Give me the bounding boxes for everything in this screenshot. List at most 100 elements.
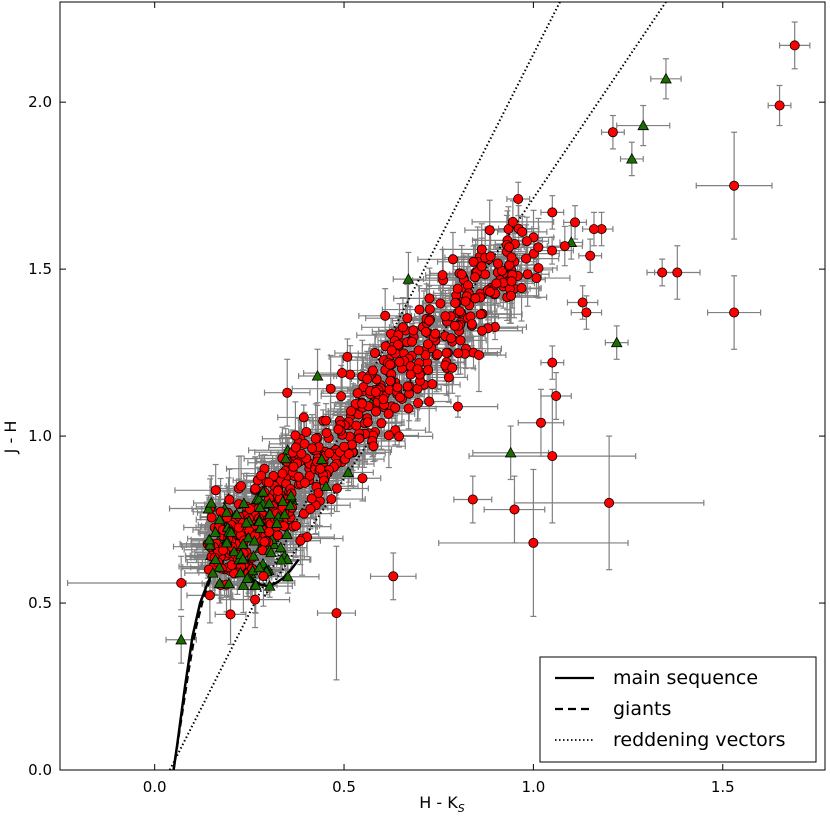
data-point-circle: [406, 336, 417, 347]
data-point-circle: [380, 310, 391, 321]
data-point-circle: [430, 328, 441, 339]
data-point-triangle: [175, 633, 188, 645]
data-point-circle: [424, 304, 435, 315]
data-point-circle: [446, 333, 457, 344]
data-point-triangle: [237, 553, 249, 564]
data-point-triangle: [234, 566, 247, 578]
data-point-circle: [362, 417, 373, 428]
data-point-triangle: [203, 533, 216, 545]
data-point-triangle: [247, 550, 260, 561]
data-point-circle: [533, 242, 544, 253]
data-point-circle: [301, 426, 312, 437]
data-point-circle: [477, 325, 488, 336]
data-point-triangle: [206, 566, 219, 578]
data-point-circle: [310, 433, 321, 444]
data-point-circle: [331, 483, 342, 494]
data-point-circle: [491, 278, 502, 289]
x-axis-ticks: 0.0 0.5 1.0 1.5: [143, 2, 735, 796]
data-point-triangle: [284, 499, 297, 511]
data-point-circle: [397, 322, 408, 333]
y-tick-label: 1.5: [28, 260, 52, 278]
data-point-circle: [531, 273, 542, 284]
data-point-triangle: [320, 480, 333, 491]
data-point-circle: [402, 313, 413, 324]
data-point-circle: [305, 503, 316, 514]
data-point-circle: [272, 485, 283, 496]
data-point-circle: [413, 345, 424, 356]
data-point-circle: [427, 379, 438, 390]
y-tick-label: 0.0: [28, 761, 52, 779]
data-point-circle: [585, 250, 596, 261]
data-point-circle: [370, 386, 381, 397]
data-point-circle: [440, 311, 451, 322]
data-point-triangle: [279, 452, 292, 464]
data-point-circle: [506, 276, 517, 287]
data-point-circle: [250, 594, 261, 605]
data-point-triangle: [225, 526, 238, 537]
data-point-circle: [282, 387, 293, 398]
data-point-circle: [466, 318, 477, 329]
data-point-circle: [233, 522, 244, 533]
data-point-triangle: [228, 545, 241, 557]
data-point-circle: [470, 293, 481, 304]
data-point-triangle: [202, 502, 215, 514]
data-point-triangle: [402, 273, 415, 284]
data-point-circle: [299, 477, 310, 488]
data-point-circle: [551, 390, 562, 401]
data-point-triangle: [271, 517, 283, 528]
data-point-circle: [272, 530, 283, 541]
data-point-circle: [533, 263, 544, 274]
data-point-circle: [423, 364, 434, 375]
data-point-circle: [476, 261, 487, 272]
data-point-circle: [304, 470, 315, 481]
data-point-circle: [506, 252, 517, 263]
data-point-circle: [435, 298, 446, 309]
data-point-circle: [536, 417, 547, 428]
x-tick-label: 1.5: [711, 778, 735, 796]
data-point-circle: [437, 270, 448, 281]
data-point-circle: [306, 493, 317, 504]
data-point-triangle: [282, 570, 294, 582]
data-point-circle: [507, 216, 518, 227]
plot-frame: [59, 1, 826, 771]
error-bar: [616, 104, 671, 147]
data-point-triangle: [220, 506, 233, 517]
data-point-circle: [362, 373, 373, 384]
data-point-triangle: [220, 536, 233, 548]
data-point-triangle: [504, 446, 517, 458]
data-point-triangle: [254, 501, 266, 512]
data-point-circle: [454, 306, 465, 317]
data-point-circle: [210, 485, 221, 496]
data-point-circle: [460, 296, 471, 307]
data-point-circle: [343, 449, 354, 460]
data-point-circle: [729, 307, 740, 318]
data-point-circle: [522, 269, 533, 280]
data-point-circle: [331, 608, 342, 619]
data-point-triangle: [278, 508, 291, 519]
data-point-circle: [235, 481, 246, 492]
data-point-circle: [321, 427, 332, 438]
data-point-triangle: [660, 72, 672, 84]
data-point-circle: [345, 406, 356, 417]
legend: main sequence giants reddening vectors: [539, 656, 817, 763]
data-point-circle: [383, 408, 394, 419]
data-point-circle: [357, 398, 368, 409]
data-point-triangle: [230, 508, 243, 519]
data-point-circle: [277, 468, 288, 479]
data-point-circle: [424, 315, 435, 326]
data-point-circle: [414, 304, 425, 315]
data-point-triangle: [209, 526, 222, 537]
data-point-circle: [258, 571, 269, 582]
data-point-triangle: [625, 152, 638, 164]
data-point-circle: [263, 477, 274, 488]
y-axis-ticks: 0.0 0.5 1.0 1.5 2.0: [28, 93, 825, 779]
data-point-circle: [402, 381, 413, 392]
data-point-triangle: [637, 119, 650, 131]
y-axis-label: J - H: [1, 421, 20, 455]
data-point-circle: [513, 193, 524, 204]
legend-label-giants: giants: [613, 698, 671, 720]
data-point-circle: [357, 473, 368, 484]
data-point-circle: [345, 369, 356, 380]
data-point-circle: [333, 424, 344, 435]
